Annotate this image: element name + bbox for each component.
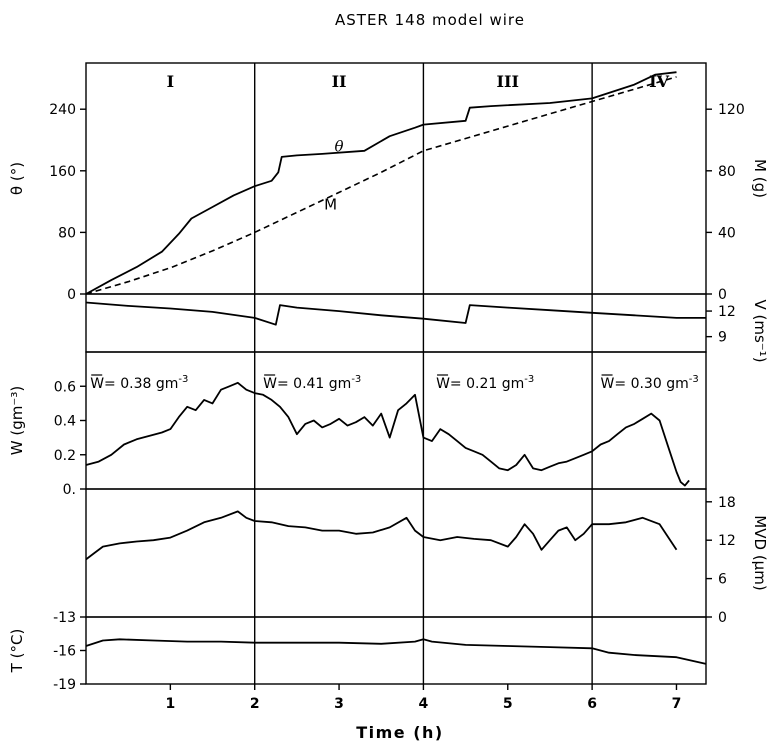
panel-frame bbox=[85, 62, 707, 295]
y-tick-label-right: 6 bbox=[718, 572, 727, 588]
mean-symbol: W bbox=[263, 376, 277, 392]
panel-frame bbox=[85, 351, 707, 490]
x-tick-label: 7 bbox=[672, 696, 682, 712]
mean-symbol: W bbox=[601, 376, 615, 392]
y-tick-label-right: 12 bbox=[718, 533, 736, 549]
y-tick-label-left: 160 bbox=[49, 164, 76, 180]
series-line-MVD bbox=[85, 510, 678, 561]
panel-frame bbox=[85, 488, 707, 618]
mean-lwc-label: W= 0.38 gm-3 bbox=[90, 374, 188, 392]
panel-temperature: -13 -16 -19 T (°C) bbox=[8, 610, 707, 693]
mean-symbol: W bbox=[90, 376, 104, 392]
mean-lwc-label: W= 0.41 gm-3 bbox=[263, 374, 361, 392]
series-line-T bbox=[85, 638, 707, 665]
y-tick-label-right: 0 bbox=[718, 610, 727, 626]
x-tick-label: 4 bbox=[419, 696, 429, 712]
mean-unit-exponent: -3 bbox=[351, 374, 361, 385]
mean-value: = 0.38 gm bbox=[104, 376, 178, 392]
mean-symbol: W bbox=[436, 376, 450, 392]
y-tick-label-left: -19 bbox=[53, 677, 76, 693]
y-axis-title-left: θ (°) bbox=[8, 162, 26, 195]
y-axis-title-left: W (gm⁻³) bbox=[8, 386, 26, 455]
y-tick-label-left: 240 bbox=[49, 102, 76, 118]
mean-value: = 0.41 gm bbox=[277, 376, 351, 392]
y-axis-title-right: V (ms⁻¹) bbox=[751, 299, 769, 362]
mean-lwc-label: W= 0.30 gm-3 bbox=[601, 374, 699, 392]
mean-lwc-label: W= 0.21 gm-3 bbox=[436, 374, 534, 392]
y-axis-title-right: M (g) bbox=[751, 159, 769, 198]
y-tick-label-left: 0.4 bbox=[54, 414, 76, 430]
y-tick-label-right: 9 bbox=[718, 330, 727, 346]
chart-title: ASTER 148 model wire bbox=[335, 11, 525, 29]
mean-value: = 0.30 gm bbox=[614, 376, 688, 392]
x-tick-label: 6 bbox=[587, 696, 597, 712]
y-tick-label-right: 0 bbox=[718, 287, 727, 303]
y-tick-label-right: 80 bbox=[718, 164, 736, 180]
y-tick-label-left: 80 bbox=[58, 225, 76, 241]
mean-unit-exponent: -3 bbox=[178, 374, 188, 385]
y-tick-label-right: 120 bbox=[718, 102, 745, 118]
x-tick-label: 1 bbox=[165, 696, 175, 712]
series-line-V bbox=[85, 301, 706, 326]
y-tick-label-left: 0.2 bbox=[54, 448, 76, 464]
panel-theta-m: 0 80 160 240 0 40 80 120 θ Mθ (°) M (g) bbox=[8, 62, 769, 303]
series-line-W bbox=[85, 381, 690, 487]
series-line-M bbox=[85, 76, 677, 295]
y-tick-label-right: 18 bbox=[718, 495, 736, 511]
panel-mvd: 0 6 12 18 MVD (μm) bbox=[85, 488, 769, 626]
panel-lwc: 0.0.20.40.6 W= 0.38 gm-3 W= 0.41 gm-3 W= 0.… bbox=[8, 351, 707, 498]
panel-frame bbox=[85, 293, 707, 353]
phase-label: I bbox=[167, 72, 174, 91]
y-tick-label-right: 40 bbox=[718, 225, 736, 241]
mean-unit-exponent: -3 bbox=[524, 374, 534, 385]
y-tick-label-left: 0. bbox=[63, 482, 76, 498]
y-tick-label-left: 0 bbox=[67, 287, 76, 303]
panel-frame bbox=[85, 616, 707, 685]
x-tick-label: 2 bbox=[250, 696, 260, 712]
x-tick-label: 3 bbox=[334, 696, 344, 712]
x-tick-label: 5 bbox=[503, 696, 513, 712]
y-axis-title-right: MVD (μm) bbox=[751, 515, 769, 590]
mean-value: = 0.21 gm bbox=[450, 376, 524, 392]
y-tick-label-right: 12 bbox=[718, 304, 736, 320]
series-annotation: θ bbox=[335, 138, 344, 156]
x-axis-label: Time (h) bbox=[356, 723, 444, 742]
phase-labels: I II III IV bbox=[167, 72, 670, 91]
y-tick-label-left: -16 bbox=[53, 644, 76, 660]
phase-label: II bbox=[332, 72, 347, 91]
series-annotation: M bbox=[324, 195, 337, 213]
phase-label: III bbox=[497, 72, 519, 91]
phase-dividers bbox=[254, 63, 593, 684]
y-tick-label-left: 0.6 bbox=[54, 379, 76, 395]
phase-label: IV bbox=[649, 72, 669, 91]
y-tick-label-left: -13 bbox=[53, 610, 76, 626]
mean-unit-exponent: -3 bbox=[689, 374, 699, 385]
y-axis-title-left: T (°C) bbox=[8, 629, 26, 674]
x-axis: 1 2 3 4 5 6 7 bbox=[165, 684, 681, 712]
series-line-θ bbox=[85, 71, 677, 295]
